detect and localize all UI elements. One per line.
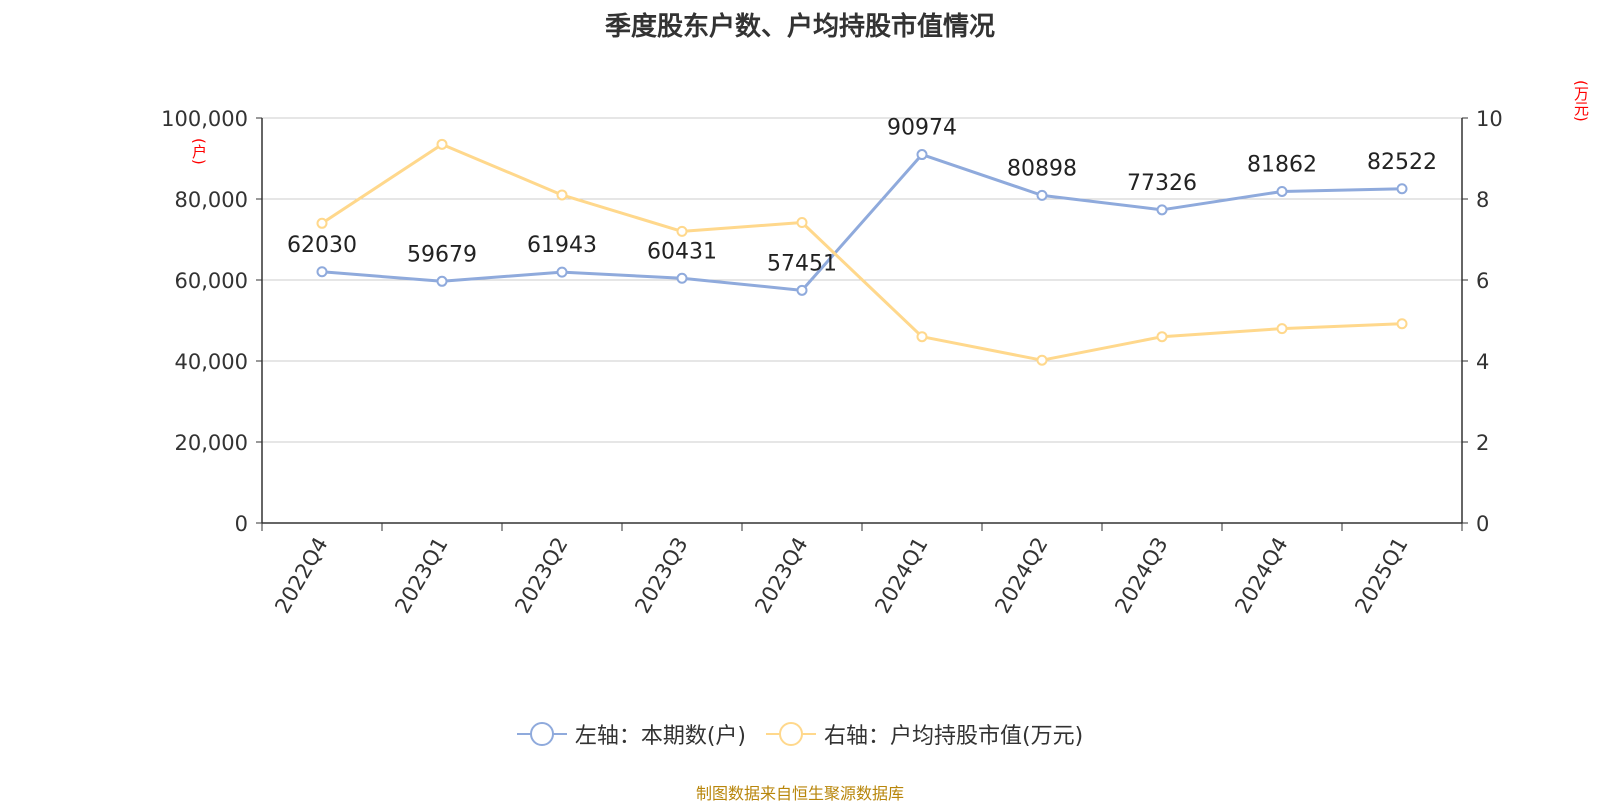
legend-right-label: 右轴：户均持股市值(万元) [824,724,1084,749]
data-point-left [676,272,688,284]
left-tick-label: 60,000 [175,269,248,293]
data-point-left [1036,189,1048,201]
data-point-left [916,149,928,161]
data-point-left [1396,183,1408,195]
data-point-left [1276,185,1288,197]
series-line-left [321,153,1403,292]
left-tick-label: 0 [235,512,248,536]
legend-item-left[interactable]: 左轴：本期数(户) [516,718,746,750]
data-point-right [316,217,328,229]
data-point-left [1156,204,1168,216]
data-label: 81862 [1247,152,1317,177]
left-tick-label: 40,000 [175,350,248,374]
right-axis-unit: (万元) [1572,80,1590,122]
data-label: 77326 [1127,171,1197,196]
x-tick-label: 2022Q4 [270,533,332,617]
legend-item-right[interactable]: 右轴：户均持股市值(万元) [766,718,1083,750]
x-tick-label: 2024Q2 [990,533,1052,617]
x-tick-label: 2024Q3 [1110,533,1172,617]
x-tick-label: 2024Q4 [1230,533,1292,617]
x-tick-label: 2025Q1 [1350,533,1412,617]
right-tick-label: 4 [1476,350,1489,374]
left-tick-label: 100,000 [161,107,248,131]
right-tick-label: 0 [1476,512,1489,536]
legend: 左轴：本期数(户) 右轴：户均持股市值(万元) [0,718,1600,750]
data-point-right [556,189,568,201]
data-point-left [316,266,328,278]
data-label: 60431 [647,239,717,264]
source-note: 制图数据来自恒生聚源数据库 [695,784,904,803]
data-point-left [556,266,568,278]
data-point-right [1156,331,1168,343]
right-tick-label: 2 [1476,431,1489,455]
data-label: 90974 [887,116,957,141]
data-point-right [916,331,928,343]
data-label: 57451 [767,251,837,276]
right-tick-label: 6 [1476,269,1489,293]
x-tick-label: 2023Q2 [510,533,572,617]
data-label: 62030 [287,233,357,258]
data-label: 80898 [1007,156,1077,181]
data-label: 61943 [527,233,597,258]
left-tick-label: 80,000 [175,188,248,212]
data-point-right [1276,323,1288,335]
data-label: 59679 [407,242,477,267]
chart-title: 季度股东户数、户均持股市值情况 [604,12,995,42]
data-point-right [1036,354,1048,366]
legend-right-marker-icon [766,722,816,746]
x-tick-label: 2023Q1 [390,533,452,617]
data-point-right [436,138,448,150]
series-line-right [321,142,1403,362]
legend-left-marker-icon [516,722,567,746]
right-tick-label: 8 [1476,188,1489,212]
data-point-left [796,284,808,296]
left-axis-unit: (户) [190,138,208,165]
x-tick-label: 2023Q4 [750,533,812,617]
right-tick-label: 10 [1476,107,1503,131]
data-point-right [676,225,688,237]
x-tick-label: 2023Q3 [630,533,692,617]
data-point-right [796,216,808,228]
chart-canvas: 0 20,000 40,000 60,000 80,000 100,000 0 2 4 6 8 10 2… [161,107,1503,617]
legend-left-label: 左轴：本期数(户) [574,724,746,749]
data-point-right [1396,318,1408,330]
data-label: 82522 [1367,150,1437,175]
data-point-left [436,275,448,287]
x-tick-label: 2024Q1 [870,533,932,617]
left-tick-label: 20,000 [175,431,248,455]
